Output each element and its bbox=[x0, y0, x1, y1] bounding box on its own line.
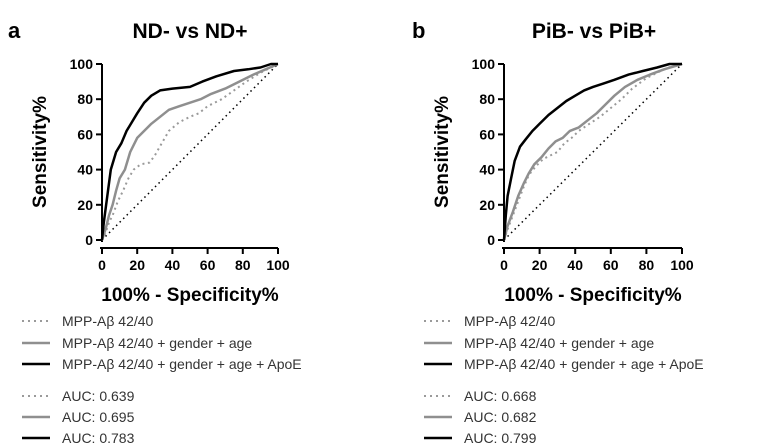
legend-label-2: MPP-Aβ 42/40 + gender + age bbox=[62, 335, 252, 351]
auc-label-3: AUC: 0.799 bbox=[464, 430, 537, 446]
y-tick-label: 80 bbox=[479, 91, 495, 107]
x-axis-label: 100% - Specificity% bbox=[504, 285, 682, 306]
auc-label-1: AUC: 0.639 bbox=[62, 388, 135, 404]
roc-panel-a: a ND- vs ND+ 0 20 40 60 80 100 0 20 40 60 80 100 100% … bbox=[8, 18, 302, 446]
chart-title: ND- vs ND+ bbox=[133, 20, 248, 43]
y-tick-label: 40 bbox=[479, 162, 495, 178]
x-tick-label: 40 bbox=[567, 257, 583, 273]
roc-curve-3 bbox=[502, 62, 682, 241]
roc-curve-1 bbox=[503, 63, 683, 241]
y-tick-label: 20 bbox=[479, 197, 495, 213]
x-tick-label: 100 bbox=[266, 257, 290, 273]
y-tick-label: 40 bbox=[77, 162, 93, 178]
auc-label-1: AUC: 0.668 bbox=[464, 388, 537, 404]
x-tick-label: 100 bbox=[670, 257, 694, 273]
x-tick-label: 40 bbox=[165, 257, 181, 273]
y-axis-label: Sensitivity% bbox=[432, 96, 453, 208]
legend-label-1: MPP-Aβ 42/40 bbox=[62, 313, 154, 329]
roc-curve-2 bbox=[100, 62, 279, 241]
auc-label-2: AUC: 0.682 bbox=[464, 409, 537, 425]
legend-label-3: MPP-Aβ 42/40 + gender + age + ApoE bbox=[62, 356, 302, 372]
roc-curve-1 bbox=[101, 63, 279, 241]
auc-label-2: AUC: 0.695 bbox=[62, 409, 135, 425]
y-tick-label: 0 bbox=[85, 232, 93, 248]
y-tick-label: 20 bbox=[77, 197, 93, 213]
x-tick-label: 0 bbox=[500, 257, 508, 273]
x-tick-label: 80 bbox=[235, 257, 251, 273]
auc-label-3: AUC: 0.783 bbox=[62, 430, 135, 446]
x-axis-label: 100% - Specificity% bbox=[101, 285, 279, 306]
legend-label-3: MPP-Aβ 42/40 + gender + age + ApoE bbox=[464, 356, 704, 372]
roc-curve-3 bbox=[100, 62, 278, 241]
roc-panel-b: b PiB- vs PiB+ 0 20 40 60 80 100 0 20 40 60 80 100 100… bbox=[412, 18, 704, 446]
y-tick-label: 60 bbox=[77, 126, 93, 142]
x-tick-label: 0 bbox=[98, 257, 106, 273]
y-tick-label: 80 bbox=[77, 91, 93, 107]
x-tick-label: 60 bbox=[603, 257, 619, 273]
panel-label: a bbox=[8, 18, 21, 43]
x-tick-label: 60 bbox=[200, 257, 216, 273]
x-tick-label: 80 bbox=[639, 257, 655, 273]
y-tick-label: 60 bbox=[479, 126, 495, 142]
panel-label: b bbox=[412, 18, 425, 43]
x-tick-label: 20 bbox=[532, 257, 548, 273]
legend-label-1: MPP-Aβ 42/40 bbox=[464, 313, 556, 329]
legend-label-2: MPP-Aβ 42/40 + gender + age bbox=[464, 335, 654, 351]
chart-title: PiB- vs PiB+ bbox=[532, 20, 656, 43]
reference-diagonal bbox=[101, 63, 279, 241]
y-tick-label: 0 bbox=[487, 232, 495, 248]
y-tick-label: 100 bbox=[472, 56, 496, 72]
x-tick-label: 20 bbox=[129, 257, 145, 273]
roc-curve-2 bbox=[502, 62, 683, 241]
reference-diagonal bbox=[503, 63, 683, 241]
y-tick-label: 100 bbox=[70, 56, 94, 72]
y-axis-label: Sensitivity% bbox=[30, 96, 51, 208]
